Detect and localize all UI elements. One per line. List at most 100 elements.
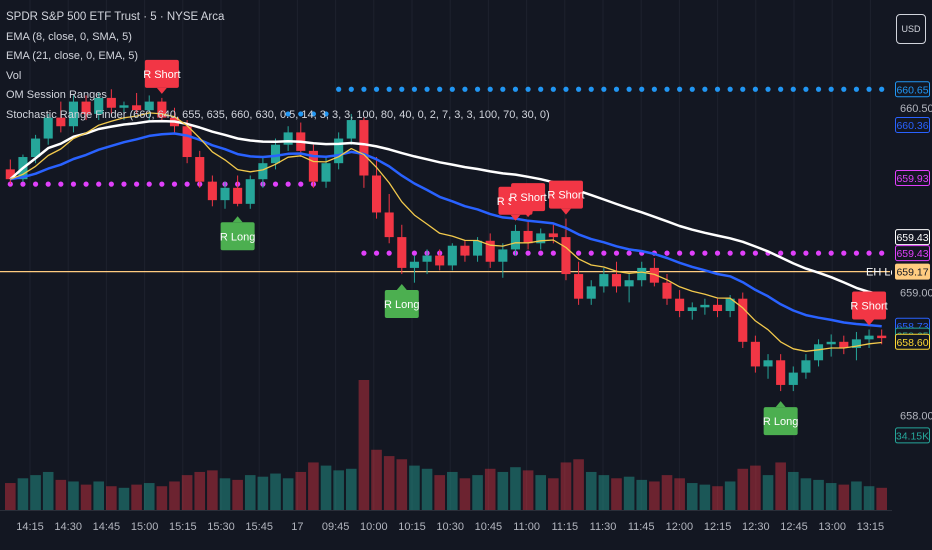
candle-body[interactable] — [56, 117, 66, 127]
volume-bar — [371, 449, 382, 510]
candle-body[interactable] — [5, 169, 15, 180]
candle-body[interactable] — [586, 286, 596, 299]
candle-body[interactable] — [536, 233, 546, 244]
candle-body[interactable] — [776, 360, 786, 385]
price-tag: 659.43 — [895, 245, 930, 262]
candle-body[interactable] — [157, 101, 167, 118]
candle-body[interactable] — [132, 105, 142, 111]
signal-box — [548, 180, 583, 209]
candle-body[interactable] — [245, 179, 255, 204]
price-tag-label: 659.17 — [896, 267, 928, 279]
candle-body[interactable] — [801, 360, 811, 373]
time-tick: 12:00 — [666, 521, 694, 533]
price-tag-box — [895, 229, 930, 246]
candle-body[interactable] — [498, 249, 508, 262]
candle-body[interactable] — [409, 261, 419, 268]
candle-body[interactable] — [220, 187, 230, 201]
candle-body[interactable] — [346, 120, 356, 139]
level-dot — [651, 86, 657, 92]
legend-stochastic-range[interactable]: Stochastic Range Finder (660, 640, 655, … — [6, 108, 550, 121]
candle-body[interactable] — [813, 344, 824, 361]
time-axis[interactable]: 14:15 14:30 14:45 15:00 15:15 15:30 15:45 17 09:… — [0, 510, 892, 550]
candle-body[interactable] — [662, 282, 672, 299]
candle-body[interactable] — [561, 237, 571, 275]
candle-body[interactable] — [308, 150, 318, 182]
legend-vol[interactable]: Vol — [6, 69, 22, 82]
symbol-title[interactable]: SPDR S&P 500 ETF Trust · 5 · NYSE Arca — [6, 11, 225, 23]
volume-bar — [156, 486, 168, 510]
candle-body[interactable] — [182, 126, 192, 158]
candle-body[interactable] — [510, 230, 521, 250]
candle-body[interactable] — [864, 335, 874, 340]
candle-body[interactable] — [523, 230, 533, 244]
candles[interactable] — [5, 89, 887, 392]
candle-body[interactable] — [750, 341, 760, 367]
candle-body[interactable] — [700, 304, 710, 308]
candle-body[interactable] — [624, 280, 634, 287]
volume-bar — [737, 468, 749, 510]
level-dot — [815, 250, 822, 256]
legend-ema8[interactable]: EMA (8, close, 0, SMA, 5) — [6, 30, 132, 43]
candle-body[interactable] — [81, 101, 91, 114]
price-axis[interactable]: 660.50 659.00 658.00 660.65 660.36 659.93 659.… — [892, 0, 932, 550]
candle-body[interactable] — [877, 335, 887, 339]
volume-bar — [106, 486, 117, 510]
candle-body[interactable] — [31, 138, 41, 158]
volume-bar — [194, 471, 206, 510]
level-dot — [411, 86, 418, 92]
candle-body[interactable] — [43, 117, 53, 139]
candle-body[interactable] — [258, 163, 268, 180]
volume-bar — [333, 470, 344, 510]
volume-bar — [244, 475, 256, 510]
candle-body[interactable] — [725, 298, 735, 312]
candle-body[interactable] — [334, 138, 344, 164]
candle-body[interactable] — [359, 120, 369, 176]
candle-body[interactable] — [649, 267, 659, 283]
candle-body[interactable] — [233, 187, 243, 204]
volume-bar — [320, 465, 332, 510]
candle-body[interactable] — [485, 240, 495, 262]
candle-body[interactable] — [207, 181, 217, 201]
candle-body[interactable] — [839, 341, 849, 348]
candle-body[interactable] — [611, 274, 622, 287]
candle-body[interactable] — [763, 360, 773, 367]
candle-body[interactable] — [548, 233, 558, 238]
level-dot — [765, 86, 771, 92]
legend-ema21[interactable]: EMA (21, close, 0, EMA, 5) — [6, 50, 139, 62]
candle-body[interactable] — [321, 163, 331, 182]
currency-button[interactable]: USD — [896, 14, 926, 44]
candle-body[interactable] — [738, 298, 748, 342]
candle-body[interactable] — [712, 304, 723, 312]
signal-text: R Short — [509, 192, 546, 204]
candle-body[interactable] — [637, 267, 647, 281]
candle-body[interactable] — [599, 274, 609, 287]
candle-body[interactable] — [422, 255, 432, 262]
candle-body[interactable] — [826, 341, 836, 345]
candle-body[interactable] — [447, 245, 457, 266]
candle-body[interactable] — [283, 132, 293, 145]
candle-body[interactable] — [371, 175, 382, 213]
candle-body[interactable] — [687, 307, 697, 312]
candle-body[interactable] — [473, 240, 483, 256]
volume-bar — [724, 481, 736, 510]
candle-body[interactable] — [144, 101, 154, 111]
candle-body[interactable] — [675, 298, 685, 312]
candle-body[interactable] — [397, 237, 407, 268]
candle-body[interactable] — [435, 255, 445, 266]
candle-body[interactable] — [270, 144, 281, 164]
candle-body[interactable] — [94, 97, 104, 114]
candle-body[interactable] — [106, 97, 116, 108]
candle-body[interactable] — [460, 245, 470, 256]
candle-body[interactable] — [195, 157, 205, 182]
candle-body[interactable] — [574, 274, 584, 299]
candle-body[interactable] — [851, 339, 861, 348]
candle-body[interactable] — [119, 105, 129, 108]
volume-bar — [636, 479, 648, 510]
level-dot — [778, 86, 784, 92]
candle-body[interactable] — [68, 101, 79, 127]
candle-body[interactable] — [384, 212, 394, 238]
volume-bar — [93, 481, 105, 510]
legend-session-ranges[interactable]: OM Session Ranges — [6, 89, 107, 101]
candle-body[interactable] — [788, 372, 798, 385]
